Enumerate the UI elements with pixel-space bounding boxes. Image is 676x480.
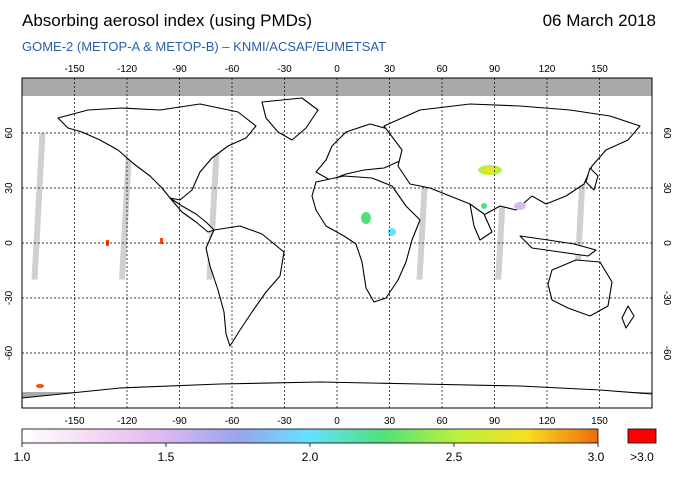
lon-tick-label: -60 (225, 64, 240, 75)
north-america (57, 103, 257, 201)
lon-tick-label: 0 (334, 64, 340, 75)
lon-tick-label: -90 (172, 64, 187, 75)
lat-ticks-right: 60 30 0 -30 -60 (661, 127, 672, 360)
lon-tick-label: 30 (384, 416, 396, 427)
aerosol-patch-seasia (514, 202, 526, 210)
greenland (261, 97, 319, 141)
aerosol-patch-africa (361, 212, 371, 224)
lon-tick-label: 90 (489, 64, 501, 75)
lon-tick-label: -90 (172, 416, 187, 427)
lat-tick-label: 30 (4, 182, 15, 194)
graticule (22, 78, 652, 408)
lon-tick-label: 150 (591, 416, 608, 427)
lat-ticks-left: 60 30 0 -30 -60 (4, 127, 15, 360)
lon-tick-label: 30 (384, 64, 396, 75)
lon-tick-label: 90 (489, 416, 501, 427)
lat-tick-label: 60 (4, 127, 15, 139)
lon-tick-label: 120 (539, 416, 556, 427)
lat-tick-label: 60 (661, 127, 672, 139)
colorbar-label: 2.0 (301, 450, 319, 464)
new-zealand (621, 305, 635, 329)
lon-tick-label: 60 (436, 64, 448, 75)
aerosol-patch-asia-core (484, 167, 496, 173)
japan (585, 167, 599, 191)
colorbar-overflow (627, 428, 657, 444)
colorbar-label: 1.5 (157, 450, 175, 464)
colorbar-label: 3.0 (587, 450, 605, 464)
lat-tick-label: 0 (4, 240, 15, 246)
india (469, 203, 493, 241)
colorbar-overflow-label: >3.0 (630, 450, 654, 464)
lat-tick-label: -60 (4, 345, 15, 360)
lon-tick-label: -60 (225, 416, 240, 427)
lon-tick-label: -30 (277, 416, 292, 427)
lat-tick-label: -30 (4, 290, 15, 305)
colorbar-label: 2.5 (445, 450, 463, 464)
map-subtitle: GOME-2 (METOP-A & METOP-B) – KNMI/ACSAF/… (22, 39, 387, 54)
lat-tick-label: -30 (661, 291, 672, 306)
colorbar-ticks (21, 443, 599, 447)
lon-ticks-bottom: -150 -120 -90 -60 -30 0 30 60 90 120 150 (64, 416, 608, 427)
map-title: Absorbing aerosol index (using PMDs) (22, 11, 313, 30)
lat-tick-label: -60 (661, 346, 672, 361)
lon-tick-label: 150 (591, 64, 608, 75)
aerosol-patch-india (481, 203, 487, 209)
lon-tick-label: -30 (277, 64, 292, 75)
indonesia (519, 235, 597, 257)
map-date: 06 March 2018 (542, 11, 656, 30)
colorbar (21, 428, 599, 444)
lon-tick-label: 120 (539, 64, 556, 75)
aerosol-patch-atlantic (160, 238, 163, 244)
lon-ticks-top: -150 -120 -90 -60 -30 0 30 60 90 120 150 (64, 64, 608, 75)
lat-tick-label: 0 (661, 240, 672, 246)
lon-tick-label: -120 (117, 416, 137, 427)
aerosol-patch-south (36, 384, 44, 388)
colorbar-label: 1.0 (13, 450, 31, 464)
lon-tick-label: -150 (64, 416, 84, 427)
south-america (205, 225, 285, 347)
lon-tick-label: -120 (117, 64, 137, 75)
aerosol-patch-africa-2 (388, 228, 396, 236)
lon-tick-label: 60 (436, 416, 448, 427)
australia (547, 259, 613, 317)
lon-tick-label: -150 (64, 64, 84, 75)
lat-tick-label: 30 (661, 182, 672, 194)
aerosol-patches (36, 165, 526, 388)
lon-tick-label: 0 (334, 416, 340, 427)
